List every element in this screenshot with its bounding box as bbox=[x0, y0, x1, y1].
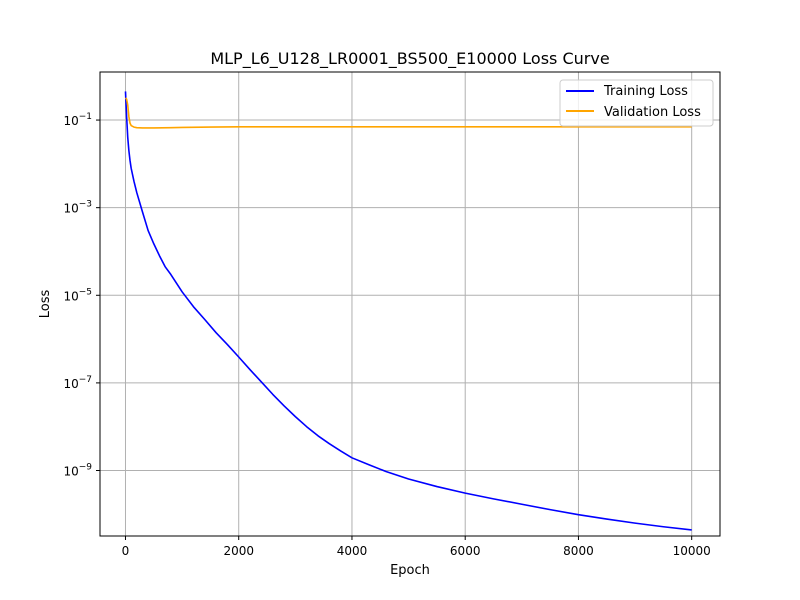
x-tick-label: 10000 bbox=[673, 544, 711, 558]
y-tick-label: 10−3 bbox=[63, 200, 92, 216]
chart-title: MLP_L6_U128_LR0001_BS500_E10000 Loss Cur… bbox=[210, 49, 609, 69]
plot-frame bbox=[99, 71, 721, 537]
x-axis-label: Epoch bbox=[390, 563, 430, 578]
x-tick-label: 2000 bbox=[223, 544, 254, 558]
x-tick-label: 4000 bbox=[337, 544, 368, 558]
y-tick-label: 10−7 bbox=[63, 375, 92, 391]
plot-series bbox=[124, 91, 692, 531]
legend-label-validation: Validation Loss bbox=[604, 105, 701, 120]
y-axis-label: Loss bbox=[38, 290, 53, 319]
legend: Training Loss Validation Loss bbox=[559, 79, 714, 127]
y-tick-label: 10−5 bbox=[63, 287, 92, 303]
x-tick-label: 6000 bbox=[450, 544, 481, 558]
x-tick-label: 8000 bbox=[563, 544, 594, 558]
validation-loss-line bbox=[124, 97, 692, 129]
legend-box bbox=[559, 79, 714, 127]
training-loss-line bbox=[124, 91, 692, 531]
legend-label-training: Training Loss bbox=[603, 84, 688, 99]
axis-ticks: 0 2000 4000 6000 8000 10000 10−1 10−3 10−5 10−7 10… bbox=[63, 112, 710, 558]
y-tick-label: 10−1 bbox=[63, 112, 92, 128]
x-tick-label: 0 bbox=[122, 544, 130, 558]
y-tick-label: 10−9 bbox=[63, 463, 92, 479]
grid bbox=[100, 72, 720, 536]
